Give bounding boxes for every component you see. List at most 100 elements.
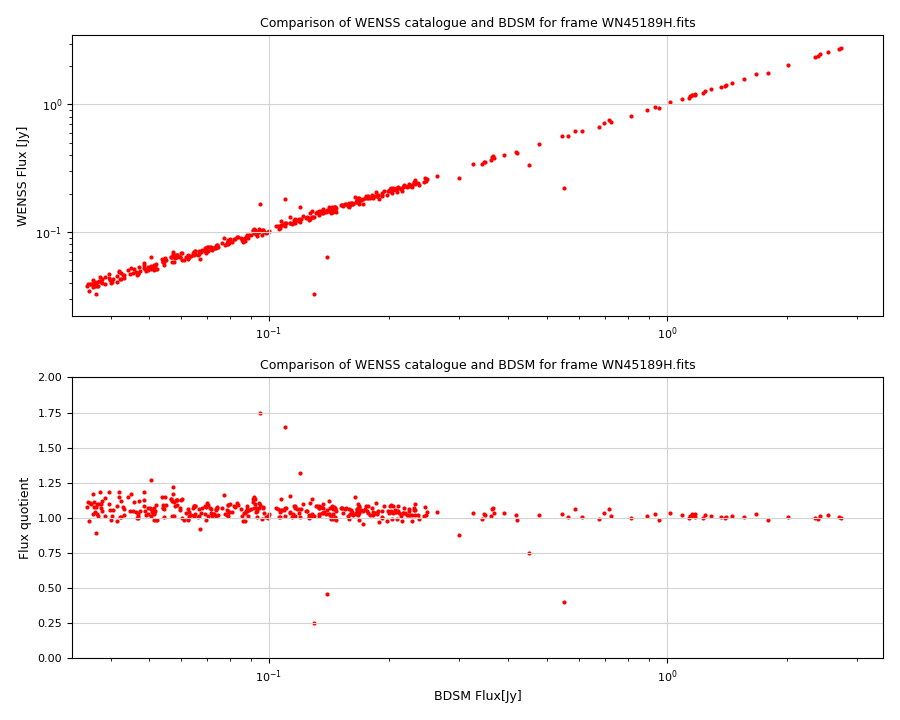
Point — [89, 276, 104, 288]
Point — [384, 513, 399, 525]
Point — [371, 505, 385, 517]
Point — [380, 516, 394, 527]
Point — [149, 514, 164, 526]
Point — [452, 173, 466, 184]
Point — [158, 500, 173, 511]
Point — [248, 502, 263, 513]
Point — [204, 241, 219, 253]
Point — [510, 148, 525, 159]
Point — [187, 250, 202, 261]
Point — [145, 262, 159, 274]
Point — [312, 500, 327, 512]
Point — [781, 59, 796, 71]
Point — [110, 516, 124, 527]
Point — [323, 203, 338, 215]
Point — [87, 276, 102, 288]
Point — [170, 251, 184, 263]
Point — [102, 268, 116, 279]
Point — [88, 501, 103, 513]
Point — [180, 249, 194, 261]
Point — [304, 205, 319, 217]
Point — [230, 500, 245, 511]
Point — [736, 511, 751, 523]
Point — [724, 77, 739, 89]
Point — [237, 233, 251, 244]
Point — [832, 511, 846, 523]
Point — [144, 503, 158, 515]
Point — [234, 232, 248, 243]
Point — [179, 251, 194, 263]
Point — [760, 67, 775, 78]
Point — [255, 513, 269, 525]
Point — [173, 502, 187, 513]
Point — [688, 88, 703, 99]
Point — [554, 131, 569, 143]
Point — [239, 229, 254, 240]
Point — [374, 511, 389, 523]
Point — [273, 220, 287, 232]
Point — [137, 259, 151, 271]
Title: Comparison of WENSS catalogue and BDSM for frame WN45189H.fits: Comparison of WENSS catalogue and BDSM f… — [260, 359, 696, 372]
Point — [348, 197, 363, 208]
Point — [86, 508, 100, 520]
Point — [329, 202, 344, 213]
Point — [123, 262, 138, 274]
Point — [114, 495, 129, 507]
Point — [309, 500, 323, 512]
Point — [278, 420, 293, 432]
Point — [352, 508, 366, 519]
Point — [248, 228, 263, 240]
Point — [205, 510, 220, 522]
Point — [568, 125, 582, 136]
Point — [169, 250, 184, 261]
Point — [408, 498, 422, 510]
Point — [277, 218, 292, 230]
Point — [292, 508, 307, 519]
Point — [832, 43, 846, 55]
Point — [239, 505, 254, 517]
Point — [184, 250, 198, 261]
Point — [220, 237, 234, 248]
Point — [591, 121, 606, 132]
Point — [147, 503, 161, 514]
Point — [147, 508, 161, 520]
Point — [104, 274, 118, 286]
Point — [310, 206, 325, 217]
Point — [112, 491, 126, 503]
Point — [137, 257, 151, 269]
Point — [381, 505, 395, 516]
Point — [166, 251, 181, 262]
Point — [115, 501, 130, 513]
Point — [284, 217, 298, 229]
Point — [317, 206, 331, 217]
Point — [169, 495, 184, 506]
Point — [314, 207, 328, 219]
Point — [81, 279, 95, 290]
Point — [383, 182, 398, 194]
Point — [188, 246, 202, 257]
Point — [261, 508, 275, 520]
Point — [199, 514, 213, 526]
Point — [303, 207, 318, 219]
Point — [334, 502, 348, 513]
Point — [411, 178, 426, 189]
Point — [143, 503, 157, 514]
Point — [302, 511, 317, 523]
Point — [210, 501, 224, 513]
Point — [561, 511, 575, 523]
Point — [84, 278, 98, 289]
Point — [604, 116, 618, 127]
Point — [249, 230, 264, 241]
Point — [312, 503, 327, 514]
Point — [376, 500, 391, 512]
Point — [683, 91, 698, 102]
Point — [358, 503, 373, 515]
Point — [663, 508, 678, 519]
Point — [209, 240, 223, 251]
Point — [509, 145, 524, 157]
Point — [110, 500, 124, 511]
Point — [192, 503, 206, 515]
Point — [360, 192, 374, 204]
Point — [250, 228, 265, 239]
Point — [349, 197, 364, 208]
